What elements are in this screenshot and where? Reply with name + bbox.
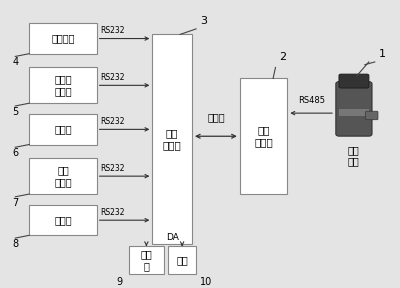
Text: 1: 1 <box>379 49 386 59</box>
Text: RS485: RS485 <box>298 96 325 105</box>
Bar <box>29 205 97 235</box>
Text: 高度计: 高度计 <box>54 124 72 134</box>
Bar <box>152 34 192 244</box>
Text: 10: 10 <box>200 276 212 287</box>
Bar <box>29 67 97 103</box>
Text: RS232: RS232 <box>101 117 125 126</box>
Text: 3: 3 <box>200 16 207 26</box>
Text: 光纤陀螺: 光纤陀螺 <box>51 33 75 43</box>
Text: 5: 5 <box>12 107 18 117</box>
Bar <box>29 23 97 54</box>
Text: DA: DA <box>166 233 179 242</box>
Text: RS232: RS232 <box>101 208 125 217</box>
Text: RS232: RS232 <box>101 164 125 173</box>
Text: 以太网: 以太网 <box>207 113 225 122</box>
Text: 磁罗经: 磁罗经 <box>54 215 72 225</box>
FancyBboxPatch shape <box>366 111 378 120</box>
FancyBboxPatch shape <box>336 82 372 136</box>
Text: 4: 4 <box>12 57 18 67</box>
Text: 8: 8 <box>12 239 18 249</box>
Text: 声纳
计算机: 声纳 计算机 <box>254 126 273 147</box>
Text: RS232: RS232 <box>101 73 125 82</box>
Text: 推进
器: 推进 器 <box>140 249 152 271</box>
Text: 主控
计算机: 主控 计算机 <box>163 128 182 150</box>
Text: RS232: RS232 <box>101 26 125 35</box>
Bar <box>240 78 287 194</box>
Text: 倾角
传感器: 倾角 传感器 <box>54 165 72 187</box>
Bar <box>29 114 97 145</box>
Bar <box>339 109 369 116</box>
Bar <box>168 246 196 274</box>
FancyBboxPatch shape <box>339 74 369 88</box>
Text: 7: 7 <box>12 198 18 208</box>
Text: 舵翼: 舵翼 <box>176 255 188 265</box>
Text: 多普勒
测速仪: 多普勒 测速仪 <box>54 75 72 96</box>
Text: 迷你
声纳: 迷你 声纳 <box>347 145 359 166</box>
Bar <box>128 246 164 274</box>
Text: 6: 6 <box>12 148 18 158</box>
Text: 9: 9 <box>116 276 122 287</box>
Bar <box>29 158 97 194</box>
Text: 2: 2 <box>280 52 286 62</box>
